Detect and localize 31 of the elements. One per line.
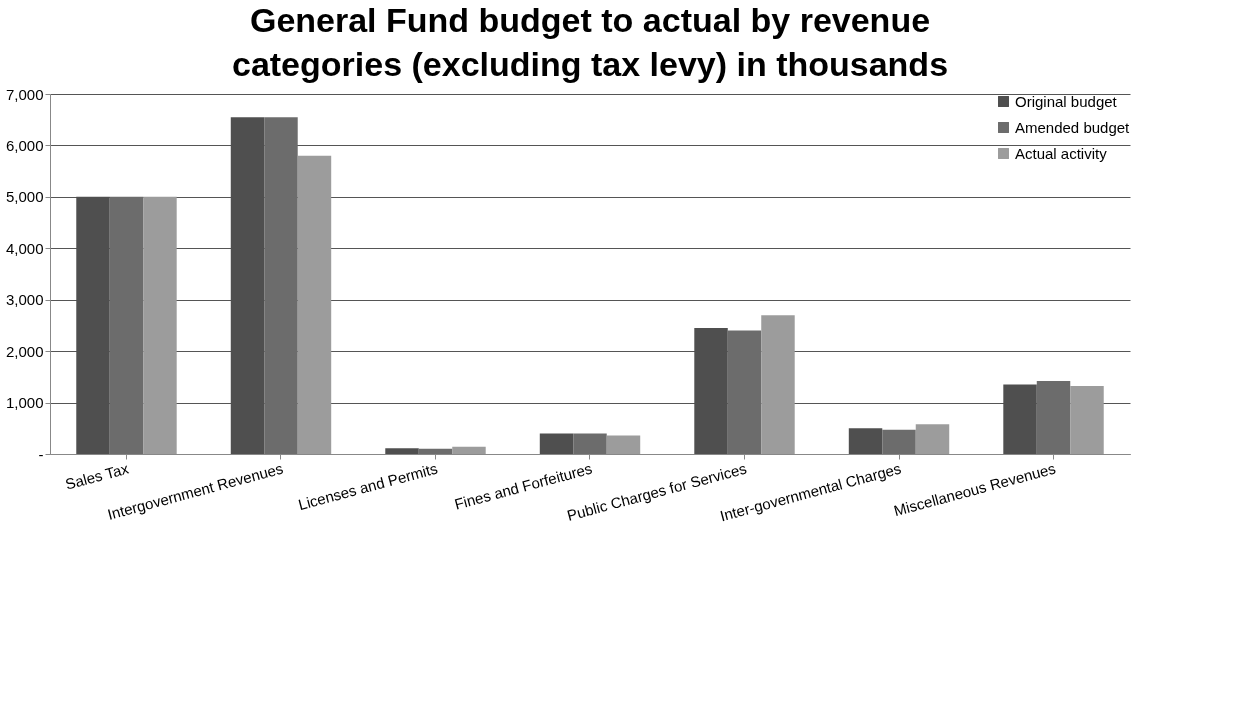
bar xyxy=(109,196,144,454)
legend-label: Amended budget xyxy=(1015,118,1131,136)
x-tick-label: Sales Tax xyxy=(63,459,131,493)
bar xyxy=(264,117,298,454)
y-tick-label: 4,000 xyxy=(5,239,44,257)
bar xyxy=(606,435,641,454)
legend-label: Original budget xyxy=(1015,92,1118,110)
bar xyxy=(848,428,883,454)
bar xyxy=(727,330,762,454)
y-tick-label: 5,000 xyxy=(5,188,44,206)
y-tick-label: 3,000 xyxy=(5,291,44,309)
bar xyxy=(385,448,419,454)
bar xyxy=(573,433,607,454)
bar xyxy=(452,446,486,454)
bar xyxy=(915,424,950,454)
bar xyxy=(539,433,574,454)
y-tick-label: - xyxy=(38,445,44,463)
bar xyxy=(418,448,453,454)
bar xyxy=(297,155,332,454)
y-tick-label: 7,000 xyxy=(5,85,44,103)
bar xyxy=(143,196,177,454)
y-tick-label: 6,000 xyxy=(5,136,44,154)
bar xyxy=(1070,386,1104,454)
bar xyxy=(1036,380,1071,454)
y-tick-label: 1,000 xyxy=(5,394,44,412)
bar xyxy=(761,315,795,454)
legend-label: Actual activity xyxy=(1015,144,1108,162)
chart-title: General Fund budget to actual by revenue categories (excluding tax levy) in thousands xyxy=(231,1,949,83)
x-tick-label: Licenses and Permits xyxy=(296,459,440,514)
y-tick-label: 2,000 xyxy=(5,342,44,360)
bar xyxy=(882,429,916,454)
